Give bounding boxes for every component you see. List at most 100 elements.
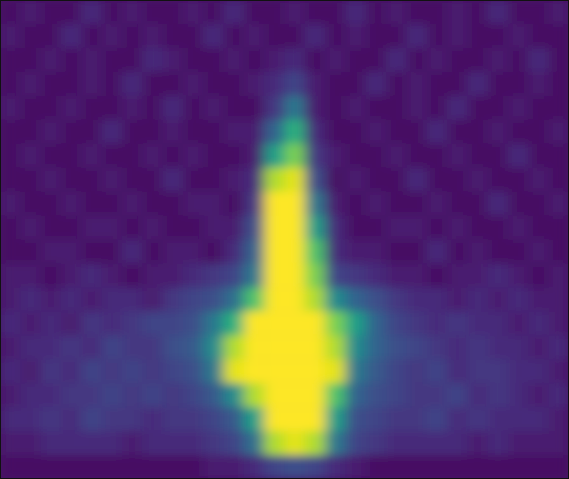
heatmap-cell	[183, 120, 204, 144]
heatmap-cell	[183, 24, 204, 48]
heatmap-cell	[203, 311, 224, 335]
heatmap-cell	[508, 216, 529, 240]
heatmap-cell	[224, 216, 245, 240]
heatmap-cell	[142, 431, 163, 455]
heatmap-cell	[81, 431, 102, 455]
heatmap-cell	[203, 0, 224, 24]
heatmap-cell	[549, 96, 569, 120]
heatmap-cell	[122, 120, 143, 144]
heatmap-cell	[427, 263, 448, 287]
heatmap-cell	[488, 311, 509, 335]
heatmap-cell	[224, 72, 245, 96]
heatmap-cell	[386, 72, 407, 96]
heatmap-cell	[386, 168, 407, 192]
heatmap-cell	[0, 48, 21, 72]
heatmap-cell	[122, 431, 143, 455]
heatmap-cell	[102, 96, 123, 120]
heatmap-cell	[406, 359, 427, 383]
heatmap-cell	[0, 383, 21, 407]
heatmap-cell	[406, 120, 427, 144]
heatmap-cell	[345, 335, 366, 359]
heatmap-cell	[427, 335, 448, 359]
heatmap-cell	[81, 383, 102, 407]
heatmap-cell	[447, 287, 468, 311]
heatmap-cell	[0, 144, 21, 168]
heatmap-cell	[102, 240, 123, 264]
heatmap-cell	[508, 359, 529, 383]
heatmap-cell	[285, 431, 306, 455]
heatmap-cell	[549, 168, 569, 192]
heatmap-cell	[305, 144, 326, 168]
plot-background	[0, 0, 569, 479]
heatmap-cell	[366, 383, 387, 407]
heatmap-cell	[183, 263, 204, 287]
heatmap-cell	[81, 144, 102, 168]
heatmap-cell	[427, 287, 448, 311]
heatmap-cell	[325, 359, 346, 383]
heatmap-cell	[41, 144, 62, 168]
heatmap-cell	[142, 48, 163, 72]
heatmap-cell	[305, 431, 326, 455]
heatmap-cell	[264, 96, 285, 120]
heatmap-cell	[366, 48, 387, 72]
heatmap-cell	[244, 216, 265, 240]
heatmap-cell	[488, 24, 509, 48]
heatmap-cell	[325, 144, 346, 168]
heatmap-cell	[427, 48, 448, 72]
heatmap-cell	[345, 192, 366, 216]
heatmap-cell	[427, 240, 448, 264]
heatmap-cell	[305, 455, 326, 479]
heatmap-cell	[61, 287, 82, 311]
heatmap-cell	[549, 359, 569, 383]
heatmap-cell	[163, 120, 184, 144]
heatmap-cell	[406, 240, 427, 264]
heatmap-cell	[102, 0, 123, 24]
plot-area	[0, 0, 569, 479]
heatmap-cell	[142, 263, 163, 287]
heatmap-cell	[122, 0, 143, 24]
heatmap-cell	[305, 192, 326, 216]
heatmap-cell	[41, 431, 62, 455]
heatmap-cell	[427, 431, 448, 455]
heatmap-cell	[244, 96, 265, 120]
heatmap-cell	[366, 120, 387, 144]
heatmap-cell	[386, 335, 407, 359]
heatmap-cell	[528, 144, 549, 168]
heatmap-cell	[549, 287, 569, 311]
heatmap-cell	[345, 263, 366, 287]
heatmap-cell	[224, 168, 245, 192]
heatmap-cell	[244, 311, 265, 335]
heatmap-cell	[528, 359, 549, 383]
heatmap-cell	[447, 383, 468, 407]
heatmap-cell	[488, 216, 509, 240]
heatmap-cell	[406, 407, 427, 431]
plot-frame	[1, 1, 569, 479]
heatmap-cell	[102, 383, 123, 407]
heatmap-cell	[203, 240, 224, 264]
heatmap-cell	[0, 287, 21, 311]
heatmap-cell	[203, 431, 224, 455]
heatmap-cell	[61, 311, 82, 335]
heatmap-cell	[528, 96, 549, 120]
heatmap-cell	[285, 72, 306, 96]
heatmap-cell	[81, 407, 102, 431]
heatmap-cell	[61, 48, 82, 72]
heatmap-cell	[325, 240, 346, 264]
heatmap-cell	[467, 168, 488, 192]
heatmap-cell	[508, 120, 529, 144]
heatmap-cell	[142, 96, 163, 120]
heatmap-cell	[447, 263, 468, 287]
heatmap-cell	[467, 192, 488, 216]
heatmap-cell	[467, 455, 488, 479]
heatmap-cell	[386, 24, 407, 48]
heatmap-cell	[264, 359, 285, 383]
heatmap-cell	[406, 287, 427, 311]
heatmap-cell	[345, 359, 366, 383]
heatmap-cell	[264, 431, 285, 455]
heatmap-cell	[61, 96, 82, 120]
heatmap-cell	[20, 359, 41, 383]
heatmap-cell	[549, 407, 569, 431]
heatmap-cell	[203, 263, 224, 287]
heatmap-cell	[20, 0, 41, 24]
heatmap-cell	[406, 455, 427, 479]
